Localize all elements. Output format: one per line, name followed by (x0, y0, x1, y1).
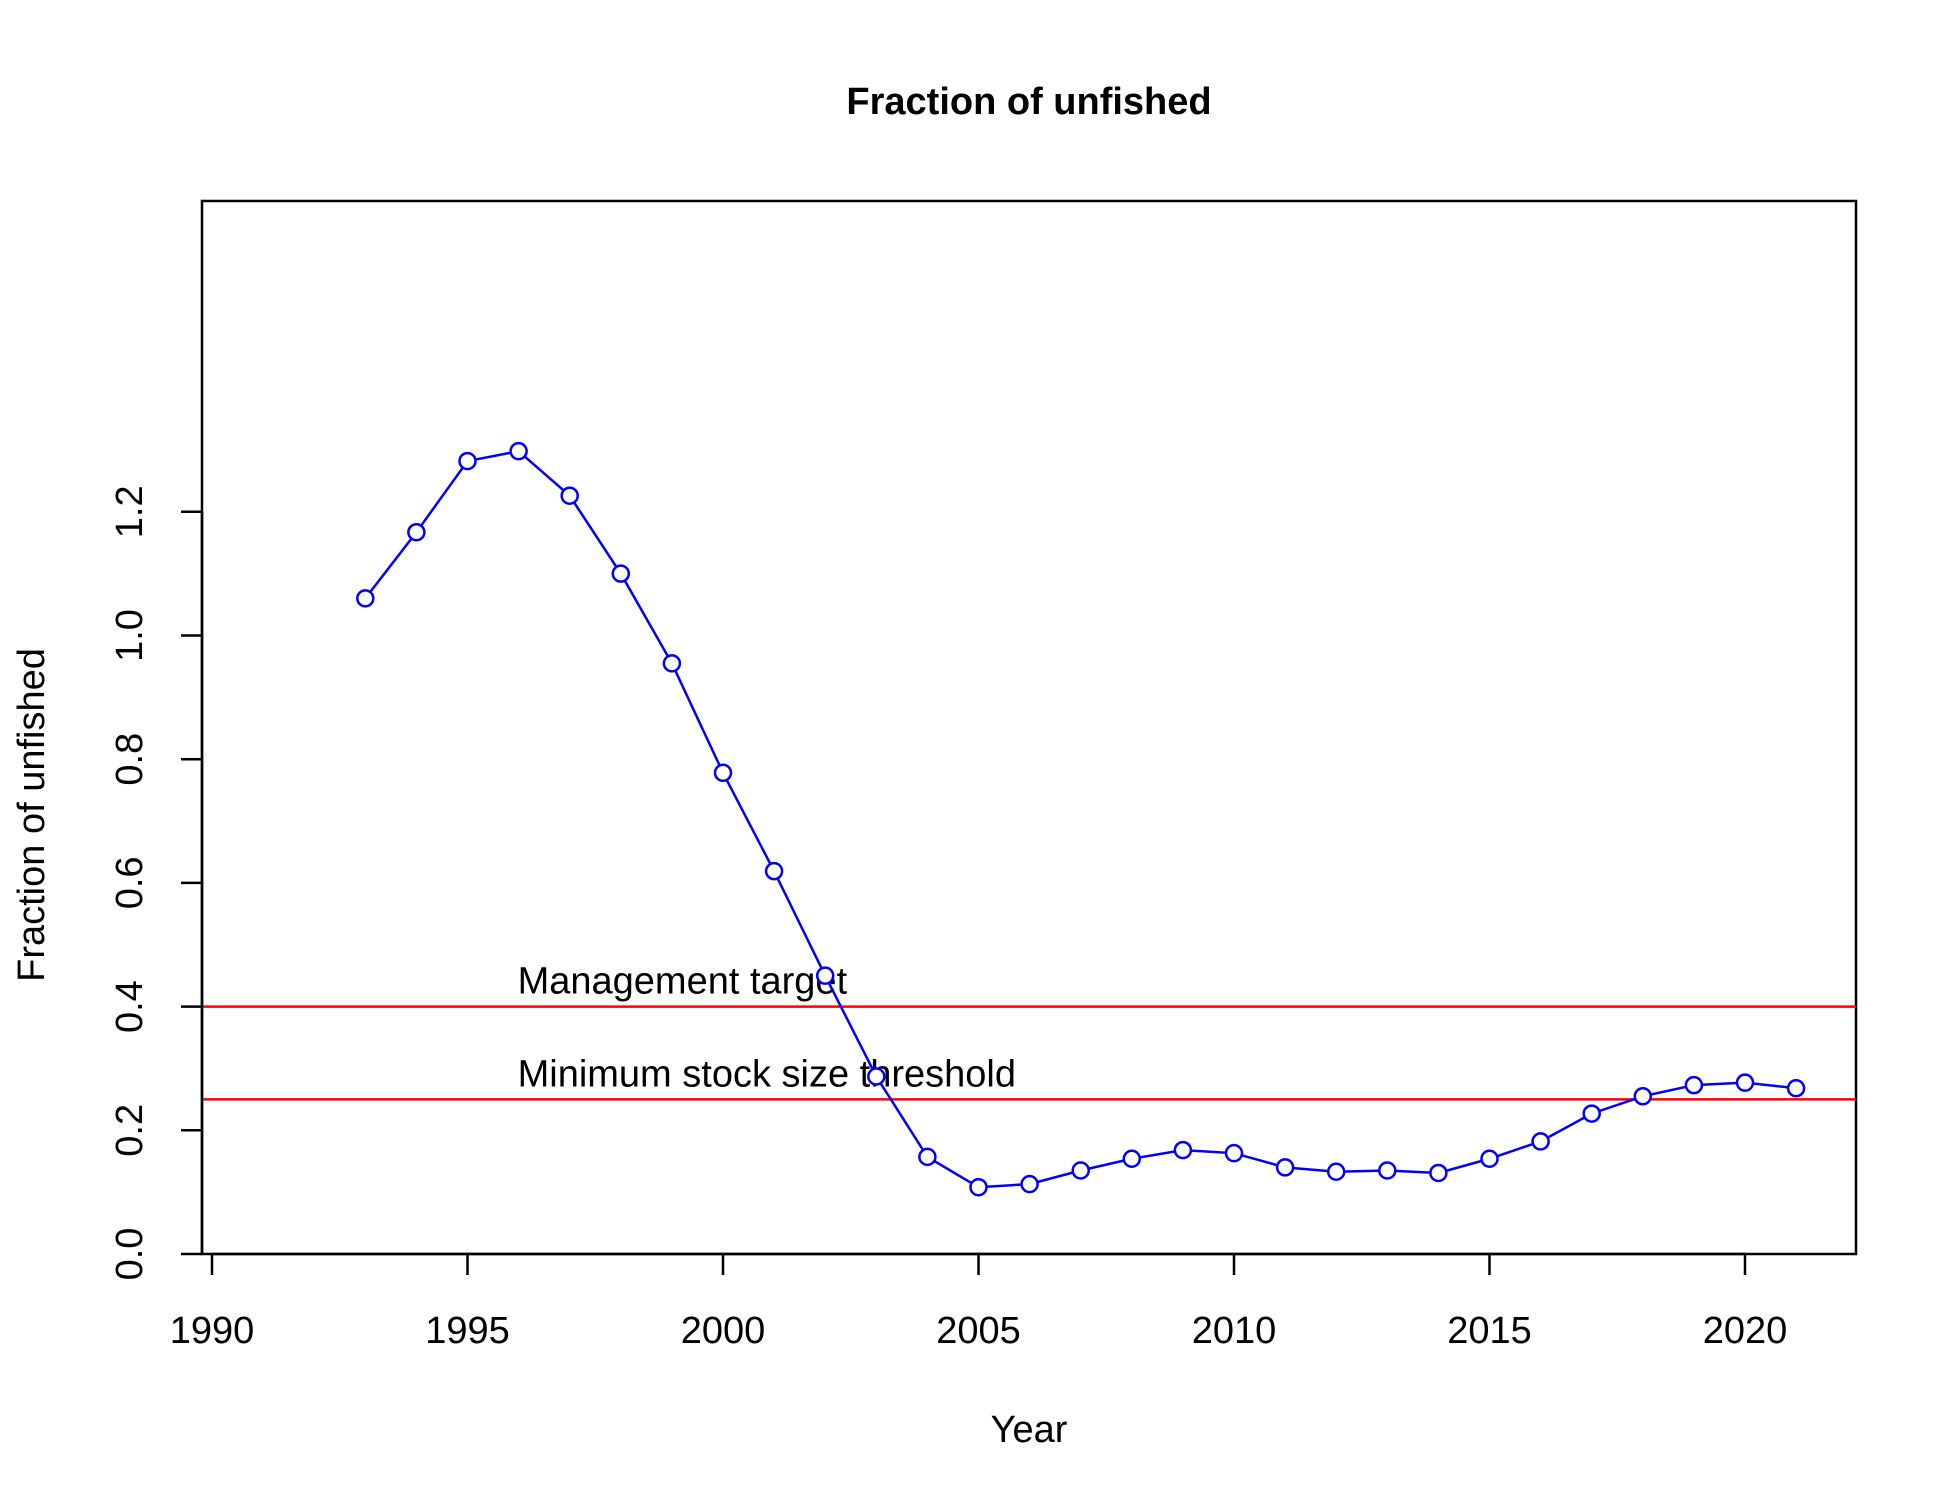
data-point (1020, 1174, 1039, 1194)
chart-title: Fraction of unfished (846, 81, 1211, 123)
x-tick-label: 2020 (1703, 1310, 1788, 1352)
x-tick-label: 2015 (1447, 1310, 1532, 1352)
x-axis: 1990 1995 2000 2005 2010 2015 2020 (170, 1252, 1788, 1352)
data-point (1429, 1163, 1448, 1183)
data-point (1735, 1073, 1755, 1092)
data-point (407, 522, 426, 542)
plot-frame (200, 199, 1858, 1256)
data-point (867, 1067, 886, 1086)
data-point (356, 589, 375, 608)
x-axis-label: Year (991, 1409, 1068, 1451)
reference-line-label: Minimum stock size threshold (518, 1053, 1016, 1095)
data-point (969, 1177, 988, 1197)
y-tick-label: 0.8 (109, 733, 151, 786)
x-tick-label: 2005 (936, 1310, 1021, 1352)
y-tick-label: 0.0 (109, 1228, 151, 1281)
data-point (1275, 1158, 1295, 1177)
y-tick-label: 1.0 (109, 609, 151, 662)
x-tick-label: 2000 (681, 1310, 766, 1352)
x-tick-label: 1990 (170, 1310, 255, 1352)
reference-lines: Management target Minimum stock size thre… (202, 961, 1856, 1101)
y-tick-label: 0.2 (109, 1104, 151, 1157)
data-point (1633, 1087, 1653, 1106)
data-point (1378, 1161, 1397, 1180)
x-tick-label: 1995 (425, 1310, 510, 1352)
data-point (764, 861, 784, 881)
data-point (560, 486, 579, 505)
data-point (662, 654, 682, 673)
data-point (1173, 1140, 1193, 1160)
data-point (918, 1147, 937, 1167)
data-point (1480, 1149, 1499, 1169)
data-point (1531, 1132, 1550, 1151)
reference-line-label: Management target (518, 961, 848, 1003)
x-tick-label: 2010 (1192, 1310, 1277, 1352)
series-layer (356, 441, 1806, 1197)
data-point (611, 564, 631, 583)
data-point (1582, 1104, 1601, 1123)
data-point (509, 441, 528, 461)
data-point (1071, 1161, 1090, 1180)
y-tick-label: 0.6 (109, 856, 151, 909)
data-point (1684, 1075, 1704, 1095)
data-point (1122, 1149, 1142, 1169)
data-point (815, 966, 835, 985)
y-tick-label: 1.2 (109, 485, 151, 538)
data-point (1326, 1162, 1346, 1181)
data-point (1786, 1078, 1806, 1098)
data-point (713, 763, 733, 783)
y-axis: 0.0 0.2 0.4 0.6 0.8 1.0 1.2 (109, 485, 204, 1281)
y-tick-label: 0.4 (109, 980, 151, 1033)
y-axis-label: Fraction of unfished (11, 648, 53, 982)
data-point (1224, 1143, 1244, 1163)
data-point (458, 451, 477, 471)
